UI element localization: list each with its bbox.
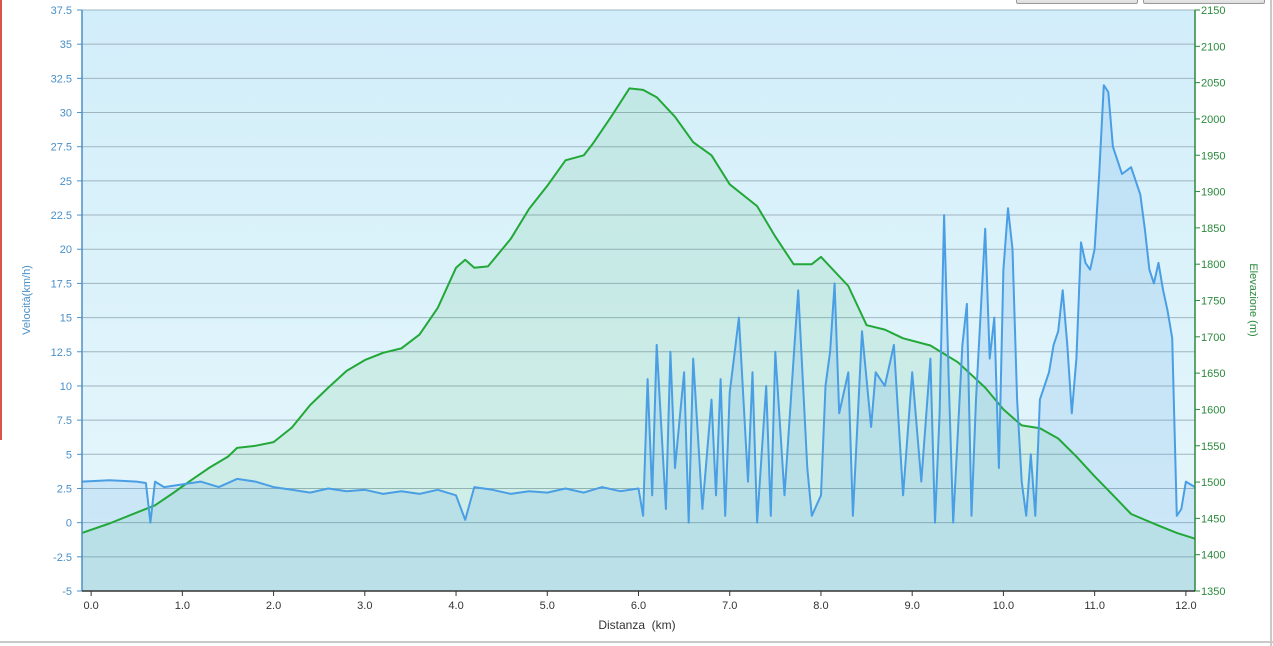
series-lines [81, 84, 1196, 540]
right-tick-label: 2150 [1201, 5, 1225, 17]
x-tick-label: 3.0 [357, 600, 372, 612]
x-axis-ticks: 0.0 1.0 2.0 3.0 4.0 5.0 6.0 7.0 8.0 9.0 10.0 11.0 12… [83, 591, 1197, 612]
left-tick-label: 12.5 [51, 347, 72, 359]
x-tick-label: 11.0 [1084, 600, 1105, 612]
right-tick-label: 1550 [1201, 441, 1225, 453]
left-tick-label: 5 [66, 449, 72, 461]
y-axis-left-title: Velocità(km/h) [21, 265, 33, 335]
right-tick-label: 2000 [1201, 114, 1225, 126]
right-tick-label: 1450 [1201, 513, 1225, 525]
right-tick-label: 2100 [1201, 41, 1225, 53]
series-fills [82, 85, 1195, 592]
x-tick-label: 7.0 [722, 600, 737, 612]
left-tick-label: 2.5 [57, 483, 72, 495]
left-tick-label: 17.5 [51, 278, 72, 290]
elevation-series-area [82, 88, 1195, 592]
x-tick-label: 12.0 [1175, 600, 1196, 612]
right-tick-label: 1400 [1201, 550, 1225, 562]
left-tick-label: 25 [60, 176, 72, 188]
x-tick-label: 9.0 [905, 600, 920, 612]
y-axis-right-title: Elevazione (m) [1247, 263, 1259, 336]
speed-series-area [82, 85, 1195, 591]
window-frame-bottom [0, 641, 1273, 643]
x-tick-label: 5.0 [540, 600, 555, 612]
left-tick-label: 22.5 [51, 210, 72, 222]
left-tick-label: -2.5 [53, 552, 72, 564]
left-tick-label: 32.5 [51, 73, 72, 85]
left-tick-label: 10 [60, 381, 72, 393]
left-tick-label: 27.5 [51, 142, 72, 154]
left-tick-label: 7.5 [57, 415, 72, 427]
x-axis-title: Distanza (km) [598, 618, 675, 632]
right-tick-label: 1650 [1201, 368, 1225, 380]
right-axis-ticks: 1350 1400 1450 1500 1550 1600 1650 1700 1750 1800… [1195, 5, 1225, 598]
left-tick-label: 0 [66, 518, 72, 530]
x-tick-label: 1.0 [175, 600, 190, 612]
right-tick-label: 1900 [1201, 187, 1225, 199]
right-tick-label: 1600 [1201, 404, 1225, 416]
right-tick-label: 1950 [1201, 150, 1225, 162]
left-tick-label: 35 [60, 39, 72, 51]
right-tick-label: 1750 [1201, 296, 1225, 308]
x-tick-label: 6.0 [631, 600, 646, 612]
right-tick-label: 1800 [1201, 259, 1225, 271]
left-tick-label: 30 [60, 108, 72, 120]
x-tick-label: 0.0 [83, 600, 98, 612]
right-tick-label: 1850 [1201, 223, 1225, 235]
window-frame-left [0, 0, 2, 440]
left-tick-label: 20 [60, 244, 72, 256]
window-frame-right [1270, 0, 1272, 646]
right-tick-label: 2050 [1201, 78, 1225, 90]
left-tick-label: -5 [62, 586, 72, 598]
x-tick-label: 10.0 [993, 600, 1014, 612]
x-tick-label: 2.0 [266, 600, 281, 612]
speed-series-line [81, 84, 1196, 524]
left-tick-label: 37.5 [51, 5, 72, 17]
toolbar-button-right[interactable] [1143, 0, 1265, 4]
left-tick-label: 15 [60, 313, 72, 325]
toolbar-button-left[interactable] [1016, 0, 1138, 4]
right-tick-label: 1350 [1201, 586, 1225, 598]
right-tick-label: 1700 [1201, 332, 1225, 344]
x-tick-label: 4.0 [448, 600, 463, 612]
right-tick-label: 1500 [1201, 477, 1225, 489]
left-axis-ticks: -5 -2.5 0 2.5 5 7.5 10 12.5 15 17.5 20 22.5 25 27.5 30… [51, 5, 82, 598]
x-tick-label: 8.0 [813, 600, 828, 612]
